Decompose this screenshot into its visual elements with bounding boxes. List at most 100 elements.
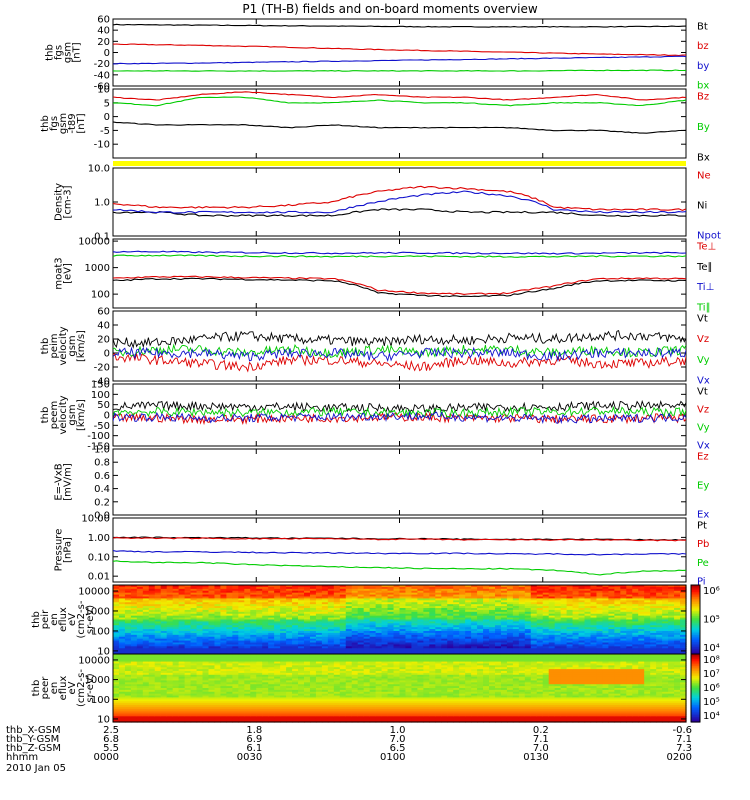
footer-value: -0.6 <box>672 725 692 736</box>
y-axis-label-line: [cm-3] <box>63 185 74 218</box>
y-tick-label: 1000 <box>85 675 110 686</box>
y-tick-label: 100 <box>91 695 110 706</box>
legend-ti: Ti∥ <box>696 303 711 314</box>
y-tick-label: 1.0 <box>94 445 110 456</box>
y-axis-label-line: [nPa] <box>63 537 74 563</box>
series-line-vt <box>113 329 686 349</box>
plot-frame <box>112 517 687 583</box>
spectrogram-cells <box>113 585 687 655</box>
y-axis-label-line: E=-VxB <box>54 463 65 500</box>
y-tick-label: 0.4 <box>94 484 110 495</box>
y-axis-label-line: fgs <box>54 45 65 60</box>
panel-stack: 6040200-20-40-60Btbzbybxthbfgsgsm[nT]105… <box>31 15 721 726</box>
y-axis-label-line: gsm <box>63 42 74 63</box>
colorbar-tick-1: 10⁶ <box>703 586 720 597</box>
series-line-te <box>113 277 686 298</box>
footer-value: 7.1 <box>533 734 549 745</box>
y-tick-label: -20 <box>94 59 110 70</box>
series-line-pe <box>113 560 686 576</box>
flag-bar <box>113 161 686 166</box>
y-tick-label: 10000 <box>78 655 110 666</box>
series-line-vz <box>113 352 686 373</box>
footer-value: 7.1 <box>676 734 692 745</box>
legend-vx: Vx <box>697 376 710 387</box>
y-axis-label-line: -t89 <box>67 113 78 133</box>
panel-9: 10.00 1.00 0.10 0.01 Pt Pb Pe Pi Pressure[nPa] <box>54 514 710 588</box>
y-tick-label: 10.00 <box>81 514 110 525</box>
series-group <box>113 23 686 72</box>
footer-value: 0100 <box>380 752 405 763</box>
y-tick-label: 100 <box>91 390 110 401</box>
y-tick-label: 0.2 <box>94 497 110 508</box>
y-tick-label: -100 <box>87 431 110 442</box>
y-axis-label-line: eV <box>67 613 78 626</box>
series-line-by <box>113 55 686 65</box>
footer-value: 7.3 <box>676 743 692 754</box>
y-tick-label: 20 <box>97 335 110 346</box>
series-line-vx <box>113 346 686 363</box>
y-tick-label: 10.0 <box>88 164 110 175</box>
series-group <box>113 399 686 426</box>
y-tick-label: 1000 <box>85 263 110 274</box>
legend-bt: Bt <box>697 22 708 33</box>
legend-vz: Vz <box>697 334 709 345</box>
y-tick-label: 10 <box>97 85 110 96</box>
y-tick-label: 40 <box>97 26 110 37</box>
series-line-pb <box>113 536 686 542</box>
y-axis-label-line: thb <box>31 611 42 628</box>
y-tick-label: 40 <box>97 321 110 332</box>
series-line-vt <box>113 399 686 414</box>
footer-value: 0.2 <box>533 725 549 736</box>
colorbar-tick-2: 10⁷ <box>703 669 720 680</box>
y-axis-label-line: velocity <box>58 326 69 365</box>
legend-bz: bz <box>697 41 709 52</box>
footer-value: 1.0 <box>390 725 406 736</box>
panel-5: 10000 1000 100 Te⊥ Te∥ Ti⊥ Ti∥ moat3[eV] <box>54 237 717 314</box>
y-tick-label: 1.00 <box>88 533 110 544</box>
y-axis-label-line: (cm2-s- <box>76 600 87 638</box>
y-tick-label: -20 <box>94 363 110 374</box>
footer-value: 0030 <box>237 752 262 763</box>
footer-value: 5.5 <box>103 743 119 754</box>
y-axis-label-line: [nT] <box>72 42 83 62</box>
y-tick-label: 10 <box>97 646 110 657</box>
legend-ne: Ne <box>697 171 711 182</box>
y-axis-label-line: gsm <box>58 113 69 134</box>
series-line-ti <box>113 254 686 258</box>
colorbar-tick-4: 10⁵ <box>703 697 720 708</box>
y-axis-label-line: peim <box>49 333 60 358</box>
legend-vx: Vx <box>697 441 710 452</box>
y-axis-label-line: [mV/m] <box>63 463 74 501</box>
legend-ni: Ni <box>697 201 707 212</box>
plot-frame <box>112 88 687 159</box>
plot-frame <box>112 18 687 87</box>
y-axis-label-line: peer <box>40 676 51 700</box>
panel-10: 10⁶ 10⁵ 10⁴ 10000 1000 100 10 thbpeirenefluxeV(… <box>31 584 720 657</box>
y-tick-label: 0.0 <box>94 511 110 522</box>
series-line-ti <box>113 250 686 255</box>
y-tick-label: 60 <box>97 307 110 318</box>
y-tick-label: 0 <box>104 112 110 123</box>
series-group <box>113 536 686 576</box>
footer-value: 0000 <box>94 752 119 763</box>
series-group <box>113 329 686 373</box>
legend-vy: Vy <box>697 355 710 366</box>
legend-by: by <box>697 61 709 72</box>
y-tick-label: 10000 <box>78 237 110 248</box>
y-axis-label-line: thb <box>40 115 51 132</box>
colorbar-tick-2: 10⁵ <box>703 615 720 626</box>
series-line-bx <box>113 121 686 134</box>
footer-value: 6.9 <box>246 734 262 745</box>
y-axis-label-line: gsm <box>67 335 78 356</box>
panel-8: 1.0 0.8 0.6 0.4 0.2 0.0 Ez Ey Ex E=-VxB[mV/m] <box>54 445 710 522</box>
y-tick-label: 20 <box>97 37 110 48</box>
legend-ez: Ez <box>697 452 709 463</box>
footer-value: 6.5 <box>390 743 406 754</box>
y-axis-label-line: Density <box>54 183 65 221</box>
colorbar: 10⁶ 10⁵ 10⁴ <box>690 584 720 655</box>
series-group <box>113 250 686 298</box>
footer-label-4: hhmm <box>6 752 38 763</box>
y-tick-label: 10000 <box>78 587 110 598</box>
footer-label-3: thb_Z-GSM <box>6 743 61 754</box>
